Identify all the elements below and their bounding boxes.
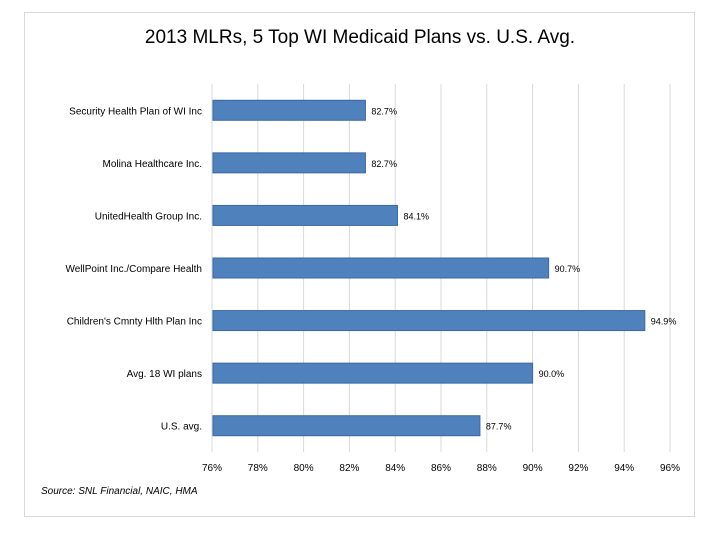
x-tick-label: 78% [248, 463, 268, 474]
x-tick-label: 84% [385, 463, 405, 474]
bars [212, 99, 646, 437]
x-tick-label: 82% [339, 463, 359, 474]
bar [212, 99, 366, 121]
category-label: UnitedHealth Group Inc. [95, 211, 202, 222]
x-tick-label: 96% [660, 463, 680, 474]
x-tick-labels: 76% 78% 80% 82% 84% 86% 88% 90% 92% 94% 96% [202, 463, 680, 474]
category-label: Molina Healthcare Inc. [103, 159, 203, 170]
bar [212, 204, 398, 226]
data-label: 90.0% [539, 369, 565, 379]
data-label: 82.7% [371, 159, 397, 169]
x-tick-label: 92% [568, 463, 588, 474]
chart-title: 2013 MLRs, 5 Top WI Medicaid Plans vs. U… [144, 27, 576, 48]
bar [212, 310, 646, 332]
data-label: 84.1% [403, 211, 429, 221]
category-label: Avg. 18 WI plans [127, 369, 202, 380]
data-label: 82.7% [371, 106, 397, 116]
category-label: WellPoint Inc./Compare Health [65, 264, 202, 275]
data-label: 94.9% [651, 317, 677, 327]
category-label: Children's Cmnty Hlth Plan Inc [67, 317, 202, 328]
data-label: 90.7% [555, 264, 581, 274]
bar [212, 257, 550, 279]
category-labels: Security Health Plan of WI Inc Molina Hea… [65, 106, 202, 432]
x-tick-label: 76% [202, 463, 222, 474]
category-label: U.S. avg. [161, 422, 202, 433]
bar [212, 362, 534, 384]
bar [212, 415, 481, 437]
data-label: 87.7% [486, 422, 512, 432]
source-note: Source: SNL Financial, NAIC, HMA [41, 486, 198, 497]
x-tick-label: 90% [523, 463, 543, 474]
x-tick-label: 94% [614, 463, 634, 474]
data-labels: 82.7% 82.7% 84.1% 90.7% 94.9% 90.0% 87.7% [371, 106, 676, 431]
category-label: Security Health Plan of WI Inc [69, 106, 202, 117]
x-tick-label: 86% [431, 463, 451, 474]
x-tick-label: 88% [477, 463, 497, 474]
x-tick-label: 80% [294, 463, 314, 474]
bar [212, 152, 366, 174]
chart-frame [24, 12, 695, 517]
